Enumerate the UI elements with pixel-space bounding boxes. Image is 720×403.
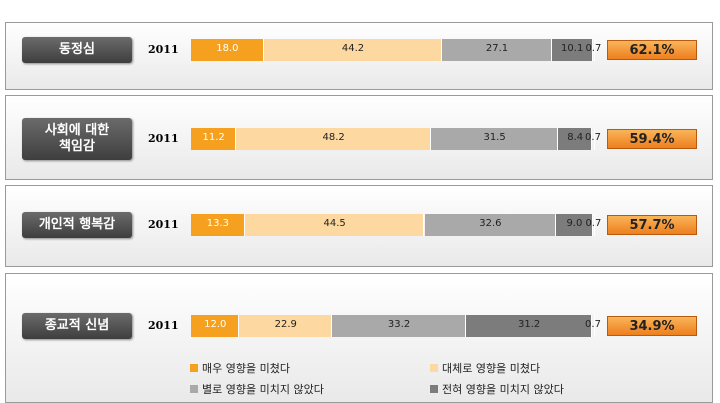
category-label: 종교적 신념 [22,313,132,339]
bar-segment [236,128,431,150]
value-label: 0.7 [585,43,602,54]
legend-item: 대체로 영향을 미쳤다 [430,360,540,376]
value-label: 27.1 [485,43,509,54]
legend-label: 매우 영향을 미쳤다 [202,362,290,375]
value-label: 0.7 [585,319,601,330]
bar-segment [331,315,467,337]
total-badge: 57.7% [607,215,697,235]
legend-item: 별로 영향을 미치지 않았다 [190,381,324,397]
bar-segment [191,39,264,61]
bar-segment [424,214,557,236]
value-label: 0.7 [585,218,602,229]
value-label: 9.0 [566,218,583,229]
bar-segment [592,315,595,337]
legend-swatch [190,364,198,372]
bar-segment [263,39,443,61]
bar-segment [442,39,552,61]
value-label: 31.5 [483,132,506,143]
bar-segment [191,315,240,337]
value-label: 8.4 [567,132,584,143]
value-label: 18.0 [216,43,239,54]
value-label: 10.1 [561,43,584,54]
bar-segment [592,214,596,236]
bar-segment [466,315,593,337]
total-badge: 62.1% [607,40,697,60]
legend-item: 전혀 영향을 미치지 않았다 [430,381,564,397]
year-label: 2011 [148,319,179,332]
year-label: 2011 [148,132,179,145]
category-label: 동정심 [22,37,132,63]
bar-segment [558,128,593,150]
bar-segment [239,315,332,337]
value-label: 44.2 [341,43,365,54]
value-label: 11.2 [202,132,225,143]
legend-swatch [190,385,198,393]
legend-swatch [430,364,438,372]
year-label: 2011 [148,218,179,231]
category-label: 사회에 대한 책임감 [22,118,132,160]
total-badge: 34.9% [607,316,697,336]
bar-segment [191,128,237,150]
legend-label: 전혀 영향을 미치지 않았다 [442,383,564,396]
bar-segment [430,128,559,150]
value-label: 44.5 [323,218,346,229]
value-label: 33.2 [387,319,411,330]
legend-label: 별로 영향을 미치지 않았다 [202,383,324,396]
total-badge: 59.4% [607,129,697,149]
legend-label: 대체로 영향을 미쳤다 [442,362,541,375]
value-label: 12.0 [204,319,227,330]
value-label: 32.6 [479,218,502,229]
legend-item: 매우 영향을 미쳤다 [190,360,290,376]
value-label: 31.2 [518,319,541,330]
bar-segment [592,39,596,61]
bar-segment [556,214,593,236]
value-label: 22.9 [274,319,297,330]
category-label: 개인적 행복감 [22,212,132,238]
value-label: 48.2 [322,132,345,143]
value-label: 13.3 [206,218,229,229]
legend-swatch [430,385,438,393]
bar-segment [191,214,245,236]
bar-segment [244,214,425,236]
year-label: 2011 [148,43,179,56]
bar-segment [592,128,595,150]
bar-segment [551,39,593,61]
value-label: 0.7 [585,132,601,143]
